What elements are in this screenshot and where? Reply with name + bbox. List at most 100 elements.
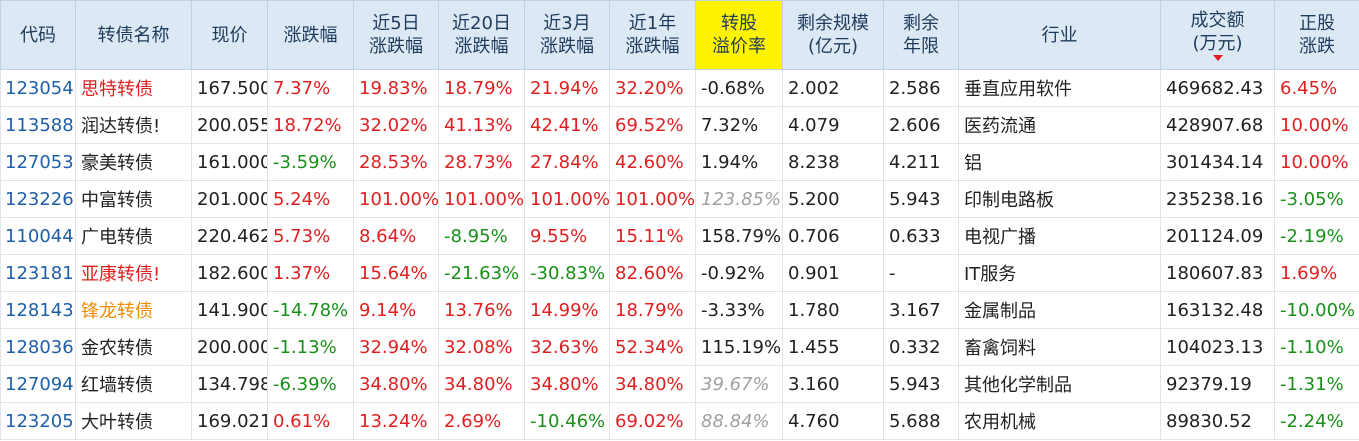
industry-cell: 垂直应用软件 bbox=[958, 69, 1161, 107]
change-3m-cell: 27.84% bbox=[524, 143, 610, 181]
change-cell: 5.73% bbox=[267, 217, 354, 255]
name-cell[interactable]: 亚康转债! bbox=[75, 254, 192, 292]
column-header-label: 涨跌幅 bbox=[625, 36, 680, 57]
column-header-label: 近3月 bbox=[543, 13, 591, 34]
change-5d-cell: 13.24% bbox=[353, 402, 439, 440]
table-row[interactable]: 113588 润达转债! 200.055 18.72% 32.02% 41.13% 42.4… bbox=[0, 106, 1359, 144]
change-1y-cell: 34.80% bbox=[609, 365, 696, 403]
change-3m-cell: -30.83% bbox=[524, 254, 610, 292]
column-header-label: 剩余规模 bbox=[797, 13, 869, 34]
table-row[interactable]: 123205 大叶转债 169.021 0.61% 13.24% 2.69% -10.46%… bbox=[0, 402, 1359, 440]
change-20d-cell: 28.73% bbox=[438, 143, 525, 181]
scale-cell: 2.002 bbox=[782, 69, 884, 107]
scale-cell: 4.079 bbox=[782, 106, 884, 144]
column-header-change-20d[interactable]: 近20日 涨跌幅 bbox=[438, 0, 525, 70]
column-header-conversion-premium[interactable]: 转股 溢价率 bbox=[695, 0, 783, 70]
premium-cell: 88.84% bbox=[695, 402, 783, 440]
name-cell[interactable]: 中富转债 bbox=[75, 180, 192, 218]
code-cell[interactable]: 128036 bbox=[0, 328, 76, 366]
column-header-industry[interactable]: 行业 bbox=[958, 0, 1161, 70]
industry-cell: IT服务 bbox=[958, 254, 1161, 292]
column-header-remaining-years[interactable]: 剩余 年限 bbox=[883, 0, 959, 70]
column-header-label: 现价 bbox=[211, 24, 248, 46]
price-cell: 167.500 bbox=[191, 69, 268, 107]
scale-cell: 3.160 bbox=[782, 365, 884, 403]
table-row[interactable]: 123181 亚康转债! 182.600 1.37% 15.64% -21.63% -30.… bbox=[0, 254, 1359, 292]
premium-cell: -0.68% bbox=[695, 69, 783, 107]
column-header-label: 涨跌幅 bbox=[540, 36, 594, 57]
years-cell: 5.688 bbox=[883, 402, 959, 440]
price-cell: 134.798 bbox=[191, 365, 268, 403]
price-cell: 200.055 bbox=[191, 106, 268, 144]
column-header-price[interactable]: 现价 bbox=[191, 0, 268, 70]
name-cell[interactable]: 锋龙转债 bbox=[75, 291, 192, 329]
change-20d-cell: 34.80% bbox=[438, 365, 525, 403]
change-5d-cell: 9.14% bbox=[353, 291, 439, 329]
column-header-stock-change[interactable]: 正股 涨跌 bbox=[1274, 0, 1359, 70]
name-cell[interactable]: 豪美转债 bbox=[75, 143, 192, 181]
table-row[interactable]: 110044 广电转债 220.462 5.73% 8.64% -8.95% 9.55% 15… bbox=[0, 217, 1359, 255]
code-cell[interactable]: 110044 bbox=[0, 217, 76, 255]
years-cell: 2.586 bbox=[883, 69, 959, 107]
code-cell[interactable]: 123054 bbox=[0, 69, 76, 107]
change-cell: -3.59% bbox=[267, 143, 354, 181]
sort-desc-icon[interactable] bbox=[1161, 55, 1274, 61]
industry-cell: 铝 bbox=[958, 143, 1161, 181]
column-header-label: 剩余 bbox=[903, 13, 939, 34]
change-5d-cell: 28.53% bbox=[353, 143, 439, 181]
change-5d-cell: 34.80% bbox=[353, 365, 439, 403]
stock-change-cell: 1.69% bbox=[1274, 254, 1359, 292]
change-3m-cell: 21.94% bbox=[524, 69, 610, 107]
code-cell[interactable]: 123205 bbox=[0, 402, 76, 440]
name-cell[interactable]: 红墙转债 bbox=[75, 365, 192, 403]
name-cell[interactable]: 润达转债! bbox=[75, 106, 192, 144]
table-row[interactable]: 123054 思特转债 167.500 7.37% 19.83% 18.79% 21.94%… bbox=[0, 69, 1359, 107]
name-cell[interactable]: 大叶转债 bbox=[75, 402, 192, 440]
column-header-label: 年限 bbox=[903, 36, 939, 57]
turnover-cell: 92379.19 bbox=[1160, 365, 1275, 403]
code-cell[interactable]: 127053 bbox=[0, 143, 76, 181]
name-cell[interactable]: 思特转债 bbox=[75, 69, 192, 107]
table-row[interactable]: 128143 锋龙转债 141.900 -14.78% 9.14% 13.76% 14.99… bbox=[0, 291, 1359, 329]
column-header-change-1y[interactable]: 近1年 涨跌幅 bbox=[609, 0, 696, 70]
premium-cell: 123.85% bbox=[695, 180, 783, 218]
change-5d-cell: 32.94% bbox=[353, 328, 439, 366]
years-cell: - bbox=[883, 254, 959, 292]
scale-cell: 4.760 bbox=[782, 402, 884, 440]
column-header-remaining-scale[interactable]: 剩余规模 (亿元) bbox=[782, 0, 884, 70]
change-20d-cell: 18.79% bbox=[438, 69, 525, 107]
table-row[interactable]: 123226 中富转债 201.000 5.24% 101.00% 101.00% 101.… bbox=[0, 180, 1359, 218]
industry-cell: 电视广播 bbox=[958, 217, 1161, 255]
years-cell: 4.211 bbox=[883, 143, 959, 181]
name-cell[interactable]: 广电转债 bbox=[75, 217, 192, 255]
header-row: 代码 转债名称 现价 涨跌幅 近5日 涨跌幅 近20日 涨跌幅 近3月 涨跌幅 近1年 涨跌幅 转股 溢价… bbox=[0, 0, 1359, 70]
name-cell[interactable]: 金农转债 bbox=[75, 328, 192, 366]
column-header-change-5d[interactable]: 近5日 涨跌幅 bbox=[353, 0, 439, 70]
column-header-code[interactable]: 代码 bbox=[0, 0, 76, 70]
table-row[interactable]: 128036 金农转债 200.000 -1.13% 32.94% 32.08% 32.63… bbox=[0, 328, 1359, 366]
code-cell[interactable]: 123181 bbox=[0, 254, 76, 292]
change-5d-cell: 15.64% bbox=[353, 254, 439, 292]
code-cell[interactable]: 123226 bbox=[0, 180, 76, 218]
column-header-change-3m[interactable]: 近3月 涨跌幅 bbox=[524, 0, 610, 70]
turnover-cell: 89830.52 bbox=[1160, 402, 1275, 440]
years-cell: 0.332 bbox=[883, 328, 959, 366]
code-cell[interactable]: 113588 bbox=[0, 106, 76, 144]
change-1y-cell: 32.20% bbox=[609, 69, 696, 107]
price-cell: 182.600 bbox=[191, 254, 268, 292]
scale-cell: 1.455 bbox=[782, 328, 884, 366]
table-row[interactable]: 127053 豪美转债 161.000 -3.59% 28.53% 28.73% 27.84… bbox=[0, 143, 1359, 181]
table-header: 代码 转债名称 现价 涨跌幅 近5日 涨跌幅 近20日 涨跌幅 近3月 涨跌幅 近1年 涨跌幅 转股 溢价… bbox=[0, 0, 1359, 70]
price-cell: 169.021 bbox=[191, 402, 268, 440]
table-row[interactable]: 127094 红墙转债 134.798 -6.39% 34.80% 34.80% 34.80… bbox=[0, 365, 1359, 403]
column-header-change[interactable]: 涨跌幅 bbox=[267, 0, 354, 70]
stock-change-cell: 6.45% bbox=[1274, 69, 1359, 107]
change-20d-cell: 41.13% bbox=[438, 106, 525, 144]
premium-cell: 158.79% bbox=[695, 217, 783, 255]
column-header-name[interactable]: 转债名称 bbox=[75, 0, 192, 70]
code-cell[interactable]: 127094 bbox=[0, 365, 76, 403]
column-header-turnover[interactable]: 成交额 (万元) bbox=[1160, 0, 1275, 70]
premium-cell: 39.67% bbox=[695, 365, 783, 403]
industry-cell: 农用机械 bbox=[958, 402, 1161, 440]
code-cell[interactable]: 128143 bbox=[0, 291, 76, 329]
